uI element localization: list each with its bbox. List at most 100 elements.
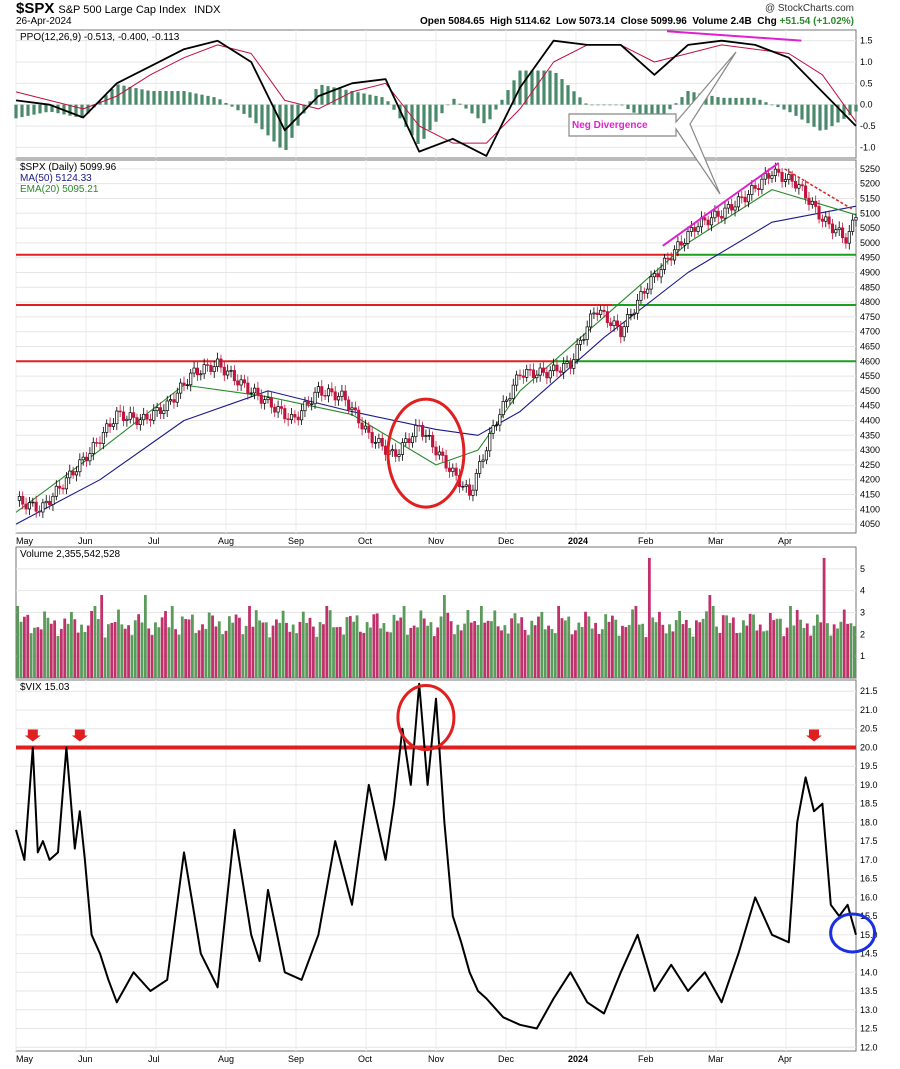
ppo-histogram-bar bbox=[752, 97, 756, 105]
high-value: 5114.62 bbox=[515, 16, 551, 27]
price-candle bbox=[239, 379, 243, 386]
ppo-histogram-bar bbox=[248, 104, 252, 118]
vix-month-label: Nov bbox=[428, 1054, 445, 1064]
vix-tick-label: 17.5 bbox=[860, 836, 878, 846]
volume-bar bbox=[318, 622, 322, 678]
price-tick-label: 5200 bbox=[860, 179, 880, 189]
ppo-histogram-bar bbox=[644, 104, 648, 121]
price-candle bbox=[703, 217, 707, 221]
ppo-histogram-bar bbox=[440, 104, 444, 114]
volume-bar bbox=[516, 623, 520, 678]
close-value: 5099.96 bbox=[650, 16, 687, 27]
volume-bar bbox=[543, 629, 547, 678]
volume-bar bbox=[56, 636, 60, 678]
close-label: Close bbox=[620, 16, 648, 27]
volume-bar bbox=[234, 614, 238, 678]
price-candle bbox=[373, 442, 378, 444]
price-candle bbox=[169, 399, 173, 402]
price-candle bbox=[780, 172, 784, 182]
price-tick-label: 4650 bbox=[860, 342, 880, 352]
volume-bar bbox=[506, 633, 510, 678]
price-month-label: Dec bbox=[498, 536, 515, 546]
volume-bar bbox=[49, 623, 53, 678]
volume-bar bbox=[170, 605, 174, 678]
volume-bar bbox=[439, 616, 443, 678]
volume-bar bbox=[735, 633, 739, 678]
volume-bar bbox=[174, 629, 177, 678]
volume-bar bbox=[574, 630, 577, 678]
ppo-histogram-bar bbox=[422, 104, 426, 139]
price-candle bbox=[367, 425, 371, 433]
ppo-histogram-bar bbox=[26, 104, 30, 116]
price-candle bbox=[276, 406, 280, 413]
volume-bar bbox=[275, 619, 278, 678]
volume-bar bbox=[90, 611, 93, 678]
ppo-histogram-bar bbox=[662, 104, 666, 116]
price-legend-1: MA(50) 5124.33 bbox=[20, 173, 92, 184]
price-candle bbox=[330, 388, 334, 393]
price-candle bbox=[74, 471, 79, 476]
volume-bar bbox=[584, 611, 587, 678]
price-candle bbox=[454, 467, 458, 476]
vix-month-label: May bbox=[16, 1054, 34, 1064]
volume-bar bbox=[758, 624, 762, 678]
ppo-histogram-bar bbox=[212, 97, 216, 105]
ppo-divergence-line bbox=[666, 30, 802, 42]
price-candle bbox=[541, 367, 546, 373]
volume-bar bbox=[389, 632, 393, 678]
ppo-histogram-bar bbox=[656, 104, 660, 122]
volume-bar bbox=[160, 617, 164, 678]
volume-bar bbox=[113, 622, 117, 678]
price-candle bbox=[572, 359, 576, 369]
volume-bar bbox=[799, 619, 802, 678]
ppo-histogram-bar bbox=[608, 104, 612, 106]
ppo-histogram-bar bbox=[14, 104, 18, 119]
volume-bar bbox=[345, 617, 349, 678]
price-candle bbox=[394, 449, 398, 457]
volume-bar bbox=[36, 627, 40, 678]
ppo-histogram-bar bbox=[614, 104, 618, 106]
volume-bar bbox=[849, 623, 853, 678]
volume-bar bbox=[325, 605, 329, 678]
price-candle bbox=[31, 501, 35, 504]
price-candle bbox=[760, 178, 764, 190]
price-month-label: Jun bbox=[78, 536, 93, 546]
volume-bar bbox=[147, 628, 151, 678]
price-candle bbox=[296, 416, 300, 421]
price-candle bbox=[451, 467, 455, 472]
price-candle bbox=[162, 410, 166, 414]
price-tick-label: 5000 bbox=[860, 238, 880, 248]
ppo-histogram-bar bbox=[350, 91, 354, 105]
price-divergence-line bbox=[662, 162, 780, 247]
volume-bar bbox=[580, 626, 584, 678]
ppo-histogram-bar bbox=[626, 104, 630, 110]
volume-bar bbox=[254, 610, 258, 678]
volume-bar bbox=[711, 605, 715, 678]
volume-bar bbox=[779, 618, 782, 678]
price-candle bbox=[548, 370, 552, 379]
price-candle bbox=[800, 184, 804, 187]
vix-month-label: Sep bbox=[288, 1054, 304, 1064]
price-candle bbox=[51, 495, 55, 505]
price-candle bbox=[377, 438, 381, 443]
volume-bar bbox=[177, 634, 181, 678]
ppo-histogram-bar bbox=[674, 103, 678, 105]
ppo-histogram-bar bbox=[554, 72, 558, 105]
vix-tick-label: 14.0 bbox=[860, 967, 878, 977]
volume-bar bbox=[819, 622, 823, 678]
price-candle bbox=[61, 487, 65, 490]
volume-bar bbox=[748, 613, 752, 678]
ppo-histogram-bar bbox=[722, 97, 726, 105]
ppo-histogram-bar bbox=[728, 97, 732, 105]
volume-bar bbox=[809, 635, 813, 678]
volume-bar bbox=[647, 557, 651, 678]
price-candle bbox=[558, 370, 562, 373]
price-candle bbox=[814, 200, 818, 207]
volume-bar bbox=[264, 622, 268, 678]
price-candle bbox=[790, 174, 794, 182]
volume-bar bbox=[73, 619, 77, 678]
price-candle bbox=[602, 309, 606, 312]
price-candle bbox=[605, 311, 609, 324]
volume-bar bbox=[718, 632, 722, 678]
